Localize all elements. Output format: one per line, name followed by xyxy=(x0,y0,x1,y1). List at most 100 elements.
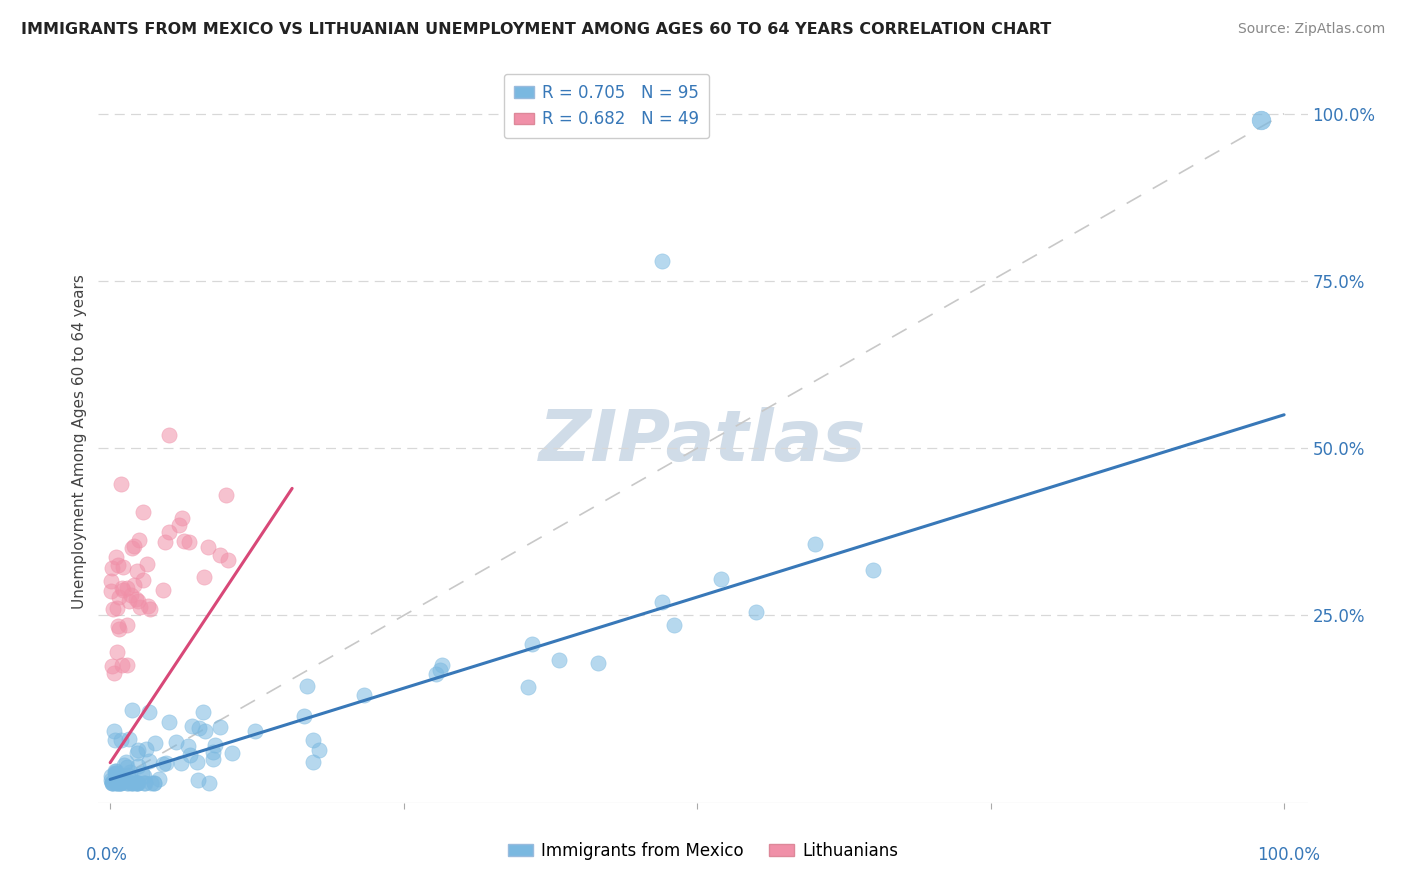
Point xyxy=(122,539,145,553)
Point xyxy=(170,511,193,525)
Text: 0.0%: 0.0% xyxy=(86,847,128,864)
Point xyxy=(115,759,138,773)
Point xyxy=(107,619,129,633)
Text: IMMIGRANTS FROM MEXICO VS LITHUANIAN UNEMPLOYMENT AMONG AGES 60 TO 64 YEARS CORR: IMMIGRANTS FROM MEXICO VS LITHUANIAN UNE… xyxy=(21,22,1052,37)
Point xyxy=(651,595,673,609)
Point xyxy=(177,535,200,549)
Point xyxy=(157,715,180,730)
Point xyxy=(135,557,157,571)
Point xyxy=(165,735,187,749)
Point xyxy=(105,776,128,790)
Point xyxy=(101,560,124,574)
Point xyxy=(100,773,122,788)
Point xyxy=(110,732,132,747)
Point xyxy=(110,771,132,785)
Point xyxy=(138,705,160,719)
Point xyxy=(142,776,165,790)
Point xyxy=(110,776,132,790)
Point xyxy=(127,776,149,790)
Point xyxy=(198,776,221,790)
Point xyxy=(425,666,447,681)
Point xyxy=(142,776,165,790)
Point xyxy=(1250,113,1272,128)
Point xyxy=(103,724,125,739)
Point xyxy=(125,564,148,578)
Point xyxy=(187,721,209,735)
Text: ZIPatlas: ZIPatlas xyxy=(540,407,866,476)
Point xyxy=(112,773,135,788)
Point xyxy=(101,776,124,790)
Point xyxy=(148,772,170,786)
Point xyxy=(217,552,239,566)
Point xyxy=(169,756,191,770)
Point xyxy=(100,768,122,782)
Point xyxy=(134,776,156,790)
Point xyxy=(127,742,149,756)
Point xyxy=(201,751,224,765)
Point xyxy=(118,732,141,747)
Point xyxy=(187,772,209,787)
Point xyxy=(117,776,139,790)
Point xyxy=(430,657,453,672)
Point xyxy=(107,622,129,636)
Point xyxy=(117,582,139,596)
Point xyxy=(520,637,543,651)
Point xyxy=(186,755,208,769)
Point xyxy=(139,602,162,616)
Point xyxy=(100,776,122,790)
Point xyxy=(153,535,176,549)
Point xyxy=(103,765,125,780)
Point xyxy=(105,776,128,790)
Point xyxy=(204,738,226,752)
Point xyxy=(105,764,128,779)
Point xyxy=(862,563,884,577)
Point xyxy=(745,605,768,619)
Point xyxy=(120,776,142,790)
Point xyxy=(548,653,571,667)
Point xyxy=(135,742,157,756)
Point xyxy=(100,574,122,588)
Point xyxy=(125,592,148,607)
Point xyxy=(122,776,145,790)
Point xyxy=(177,739,200,753)
Legend: Immigrants from Mexico, Lithuanians: Immigrants from Mexico, Lithuanians xyxy=(501,836,905,867)
Point xyxy=(127,759,149,773)
Point xyxy=(107,558,129,573)
Point xyxy=(141,776,163,790)
Point xyxy=(516,680,538,694)
Point xyxy=(181,719,204,733)
Point xyxy=(588,656,610,670)
Point xyxy=(128,600,150,615)
Point xyxy=(215,488,238,502)
Point xyxy=(104,767,127,781)
Point xyxy=(115,657,138,672)
Point xyxy=(125,776,148,790)
Point xyxy=(301,756,323,770)
Point xyxy=(111,582,134,596)
Point xyxy=(803,537,825,551)
Point xyxy=(308,743,330,757)
Point xyxy=(179,747,201,762)
Point xyxy=(100,658,122,673)
Point xyxy=(157,524,180,539)
Point xyxy=(131,766,153,780)
Point xyxy=(110,776,132,790)
Point xyxy=(710,572,733,586)
Point xyxy=(194,724,217,739)
Point xyxy=(100,584,122,599)
Point xyxy=(302,733,325,747)
Point xyxy=(197,540,219,554)
Point xyxy=(209,720,232,734)
Point xyxy=(121,703,143,717)
Point xyxy=(295,679,318,693)
Point xyxy=(152,756,174,771)
Point xyxy=(122,578,145,592)
Point xyxy=(132,769,155,783)
Point xyxy=(201,745,224,759)
Point xyxy=(107,645,129,659)
Point xyxy=(131,505,153,519)
Point xyxy=(138,599,160,614)
Point xyxy=(101,776,124,790)
Point xyxy=(138,754,160,768)
Point xyxy=(115,776,138,790)
